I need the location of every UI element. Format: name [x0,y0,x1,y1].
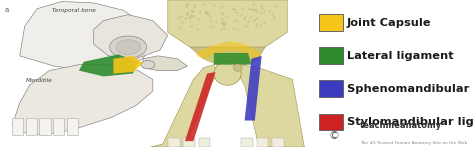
FancyBboxPatch shape [319,14,343,31]
Bar [26,118,37,135]
Text: Stylomandibular ligament: Stylomandibular ligament [347,117,474,127]
Polygon shape [12,65,153,135]
Polygon shape [113,56,143,74]
Bar [241,138,253,147]
Polygon shape [238,65,304,147]
Circle shape [109,36,146,58]
FancyBboxPatch shape [319,47,343,64]
Circle shape [234,64,242,71]
Bar [183,138,195,147]
Bar [168,138,180,147]
Text: teachmeanatomy: teachmeanatomy [360,121,442,130]
Bar [66,118,78,135]
Bar [272,138,284,147]
Circle shape [214,62,241,85]
Bar [256,138,268,147]
Text: Lateral ligament: Lateral ligament [347,51,454,61]
Polygon shape [197,41,262,68]
Polygon shape [79,54,138,76]
Bar [39,118,51,135]
Polygon shape [143,56,187,71]
Bar [199,138,210,147]
FancyBboxPatch shape [319,114,343,131]
Text: The #1 Trusted Human Anatomy Site on the Web: The #1 Trusted Human Anatomy Site on the… [360,141,468,145]
Text: Sphenomandibular ligament: Sphenomandibular ligament [347,84,474,94]
Text: ©: © [328,131,340,141]
Polygon shape [151,65,217,147]
FancyBboxPatch shape [319,81,343,97]
Bar [12,118,23,135]
Text: Temporal bone: Temporal bone [52,8,96,13]
Text: Mandible: Mandible [26,78,53,83]
Circle shape [141,61,155,69]
Polygon shape [214,53,251,65]
Bar [53,118,64,135]
Text: Joint Capsule: Joint Capsule [347,18,432,28]
Polygon shape [245,56,262,121]
Polygon shape [185,72,216,141]
Text: a: a [5,7,9,13]
Polygon shape [94,15,168,59]
Polygon shape [190,47,265,68]
Polygon shape [204,50,255,68]
Polygon shape [20,1,153,71]
Polygon shape [168,0,287,59]
Circle shape [116,40,140,54]
